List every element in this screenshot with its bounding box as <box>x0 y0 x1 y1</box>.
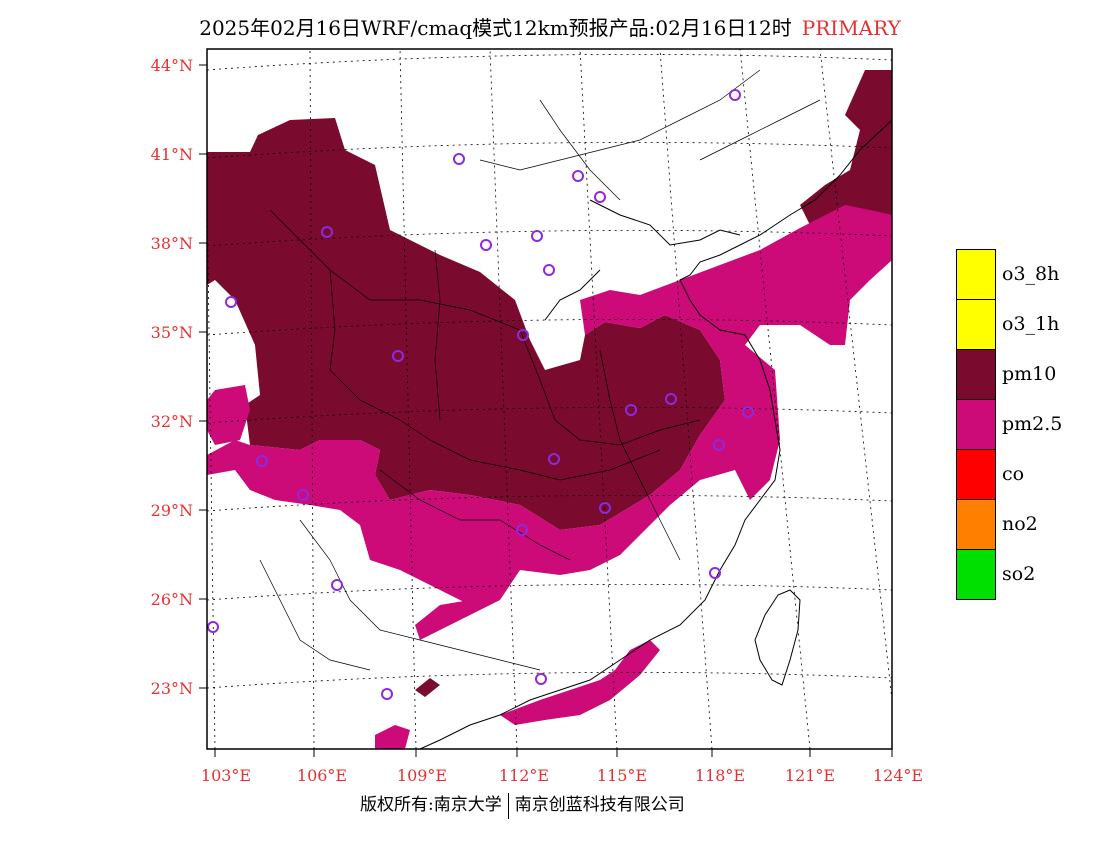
station-marker <box>321 226 333 238</box>
footer-separator <box>507 792 509 819</box>
pm25-south-strip <box>415 600 500 640</box>
coastline-bohai <box>544 199 741 321</box>
lat-label: 41°N <box>151 145 193 164</box>
title-text: 2025年02月16日WRF/cmaq模式12km预报产品:02月16日12时 <box>199 16 792 40</box>
station-marker <box>297 489 309 501</box>
station-marker <box>572 170 584 182</box>
pm25-south-coast <box>500 640 660 725</box>
station-marker <box>531 230 543 242</box>
station-marker <box>594 191 606 203</box>
lon-label: 118°E <box>695 766 745 785</box>
legend-swatch <box>956 399 996 450</box>
station-marker <box>713 439 725 451</box>
station-marker <box>392 350 404 362</box>
station-marker <box>256 455 268 467</box>
lat-label: 32°N <box>151 412 193 431</box>
pm10-region <box>207 118 725 530</box>
legend-label: pm10 <box>1002 363 1057 385</box>
legend-item: pm2.5 <box>956 399 1100 450</box>
lat-label: 26°N <box>151 590 193 609</box>
footer-left: 版权所有:南京大学 <box>360 795 502 815</box>
station-marker <box>331 579 343 591</box>
lat-label: 44°N <box>151 56 193 75</box>
station-marker <box>548 453 560 465</box>
legend-swatch <box>956 549 996 600</box>
pm10-south-patch <box>415 678 440 697</box>
lon-label: 121°E <box>785 766 835 785</box>
station-marker <box>709 567 721 579</box>
pm25-east-band <box>207 205 892 605</box>
legend-swatch <box>956 349 996 400</box>
station-marker <box>207 621 219 633</box>
legend-item: co <box>956 449 1100 500</box>
station-marker <box>599 502 611 514</box>
legend-item: pm10 <box>956 349 1100 400</box>
lon-label: 109°E <box>397 766 447 785</box>
legend-item: no2 <box>956 499 1100 550</box>
lon-label: 124°E <box>873 766 923 785</box>
station-marker <box>480 239 492 251</box>
lat-label: 35°N <box>151 323 193 342</box>
legend-label: pm2.5 <box>1002 413 1063 435</box>
legend-label: o3_8h <box>1002 263 1060 285</box>
legend-item: o3_8h <box>956 249 1100 300</box>
station-marker <box>516 524 528 536</box>
pm25-west-patch <box>207 385 250 445</box>
tick-marks <box>199 64 893 757</box>
legend-label: o3_1h <box>1002 313 1060 335</box>
legend-item: so2 <box>956 549 1100 600</box>
legend-label: so2 <box>1002 563 1036 585</box>
lat-label: 29°N <box>151 501 193 520</box>
legend-swatch <box>956 299 996 350</box>
station-marker <box>742 406 754 418</box>
title-tag: PRIMARY <box>801 16 901 40</box>
legend-swatch <box>956 449 996 500</box>
lat-label: 38°N <box>151 234 193 253</box>
station-marker <box>625 404 637 416</box>
graticule <box>207 49 892 749</box>
lon-label: 106°E <box>297 766 347 785</box>
station-marker <box>381 688 393 700</box>
station-marker <box>517 329 529 341</box>
province-borders <box>259 69 821 671</box>
legend-item: o3_1h <box>956 299 1100 350</box>
station-marker <box>225 296 237 308</box>
footer-right: 南京创蓝科技有限公司 <box>514 795 685 815</box>
station-markers <box>207 89 754 700</box>
map-title: 2025年02月16日WRF/cmaq模式12km预报产品:02月16日12时 P… <box>0 12 1100 41</box>
pollutant-legend: o3_8h o3_1h pm10 pm2.5 co no2 so2 <box>956 249 1100 600</box>
lon-label: 115°E <box>597 766 647 785</box>
station-marker <box>729 89 741 101</box>
taiwan-outline <box>754 589 801 686</box>
station-marker <box>543 264 555 276</box>
legend-swatch <box>956 249 996 300</box>
copyright-footer: 版权所有:南京大学 南京创蓝科技有限公司 <box>360 790 685 819</box>
legend-label: no2 <box>1002 513 1038 535</box>
station-marker <box>665 393 677 405</box>
station-marker <box>535 673 547 685</box>
pm25-bottom-patch <box>375 725 410 749</box>
map-frame <box>206 48 893 750</box>
station-marker <box>453 153 465 165</box>
legend-swatch <box>956 499 996 550</box>
legend-label: co <box>1002 463 1025 485</box>
lon-label: 103°E <box>201 766 251 785</box>
lat-label: 23°N <box>151 679 193 698</box>
coastline <box>419 119 892 749</box>
lon-label: 112°E <box>499 766 549 785</box>
